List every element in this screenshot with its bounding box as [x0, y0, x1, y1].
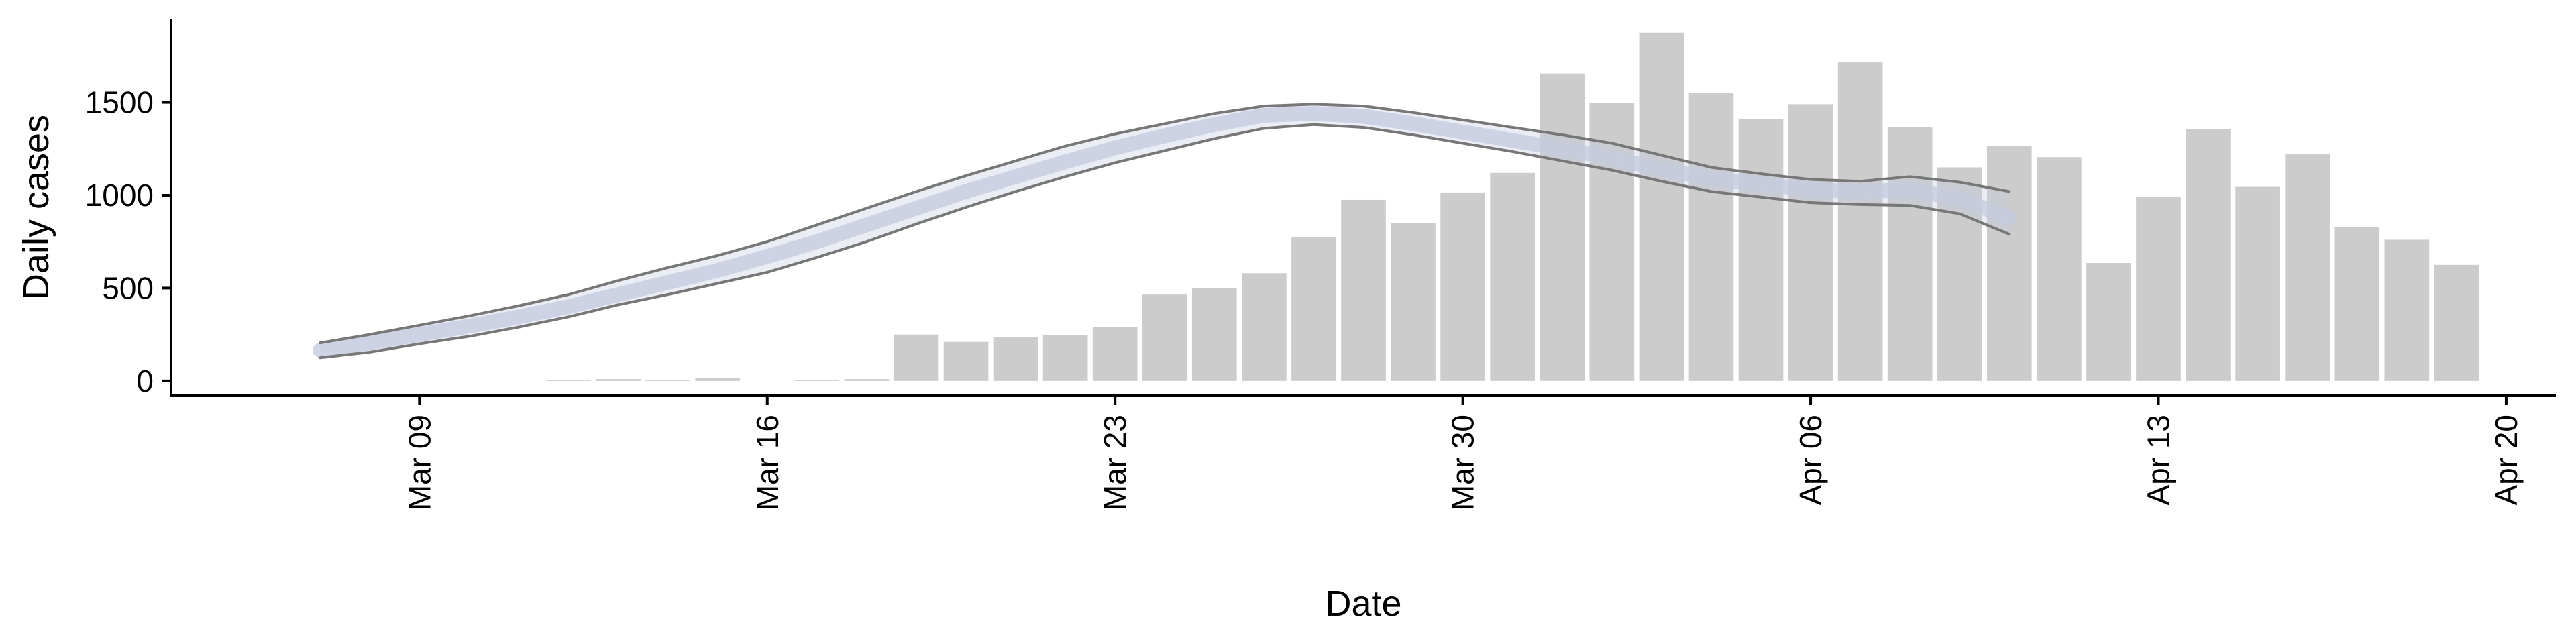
fit-upper-line [319, 103, 2011, 345]
bar [1391, 223, 1436, 381]
bar [2235, 186, 2280, 381]
bar [596, 379, 641, 381]
x-tick-label: Mar 30 [1446, 415, 1481, 511]
bar [2086, 263, 2131, 381]
y-tick-label: 0 [136, 364, 154, 398]
y-ticks: 0 500 1000 1500 [85, 85, 171, 398]
bar [1242, 273, 1287, 381]
x-tick-label: Apr 20 [2489, 415, 2524, 506]
x-tick-label: Mar 23 [1097, 415, 1132, 511]
bar [993, 337, 1038, 381]
bar [1639, 32, 1684, 381]
x-ticks: Mar 09 Mar 16 Mar 23 Mar 30 Apr 06 Apr 13 Apr … [402, 396, 2524, 511]
x-tick-label: Mar 09 [402, 415, 437, 511]
bar [1191, 288, 1237, 381]
fit-layer [313, 103, 2017, 360]
bar [1490, 172, 1536, 381]
fit-mean-line [313, 106, 2017, 358]
bar [1291, 237, 1336, 381]
x-tick-label: Apr 13 [2141, 415, 2176, 506]
bar [1837, 62, 1883, 381]
fit-lower-line [319, 123, 2011, 360]
y-axis-title: Daily cases [16, 115, 56, 300]
bar [2434, 264, 2479, 381]
bar [1092, 327, 1138, 381]
bar [1887, 127, 1933, 381]
bar [2186, 129, 2231, 381]
bar [1788, 104, 1833, 381]
bar [2037, 157, 2082, 381]
x-axis-title: Date [1325, 584, 1401, 624]
bar [2136, 197, 2181, 381]
bar [1042, 335, 1088, 381]
bar [943, 341, 989, 381]
bar [894, 334, 939, 381]
bar [1540, 73, 1585, 381]
bar [1341, 199, 1386, 381]
y-tick-label: 500 [102, 270, 154, 305]
bar [1142, 294, 1187, 381]
bar [1688, 93, 1734, 381]
bars-layer [546, 32, 2479, 381]
bar [2334, 227, 2380, 381]
y-tick-label: 1000 [85, 178, 154, 213]
bar [844, 379, 890, 381]
x-tick-label: Mar 16 [750, 415, 785, 511]
bar [2384, 239, 2430, 381]
bar [1986, 146, 2032, 381]
bar [1440, 192, 1485, 381]
x-tick-label: Apr 06 [1793, 415, 1828, 506]
y-tick-label: 1500 [85, 85, 154, 120]
bar [1738, 119, 1784, 381]
bar [2285, 154, 2330, 381]
bar [695, 378, 741, 381]
